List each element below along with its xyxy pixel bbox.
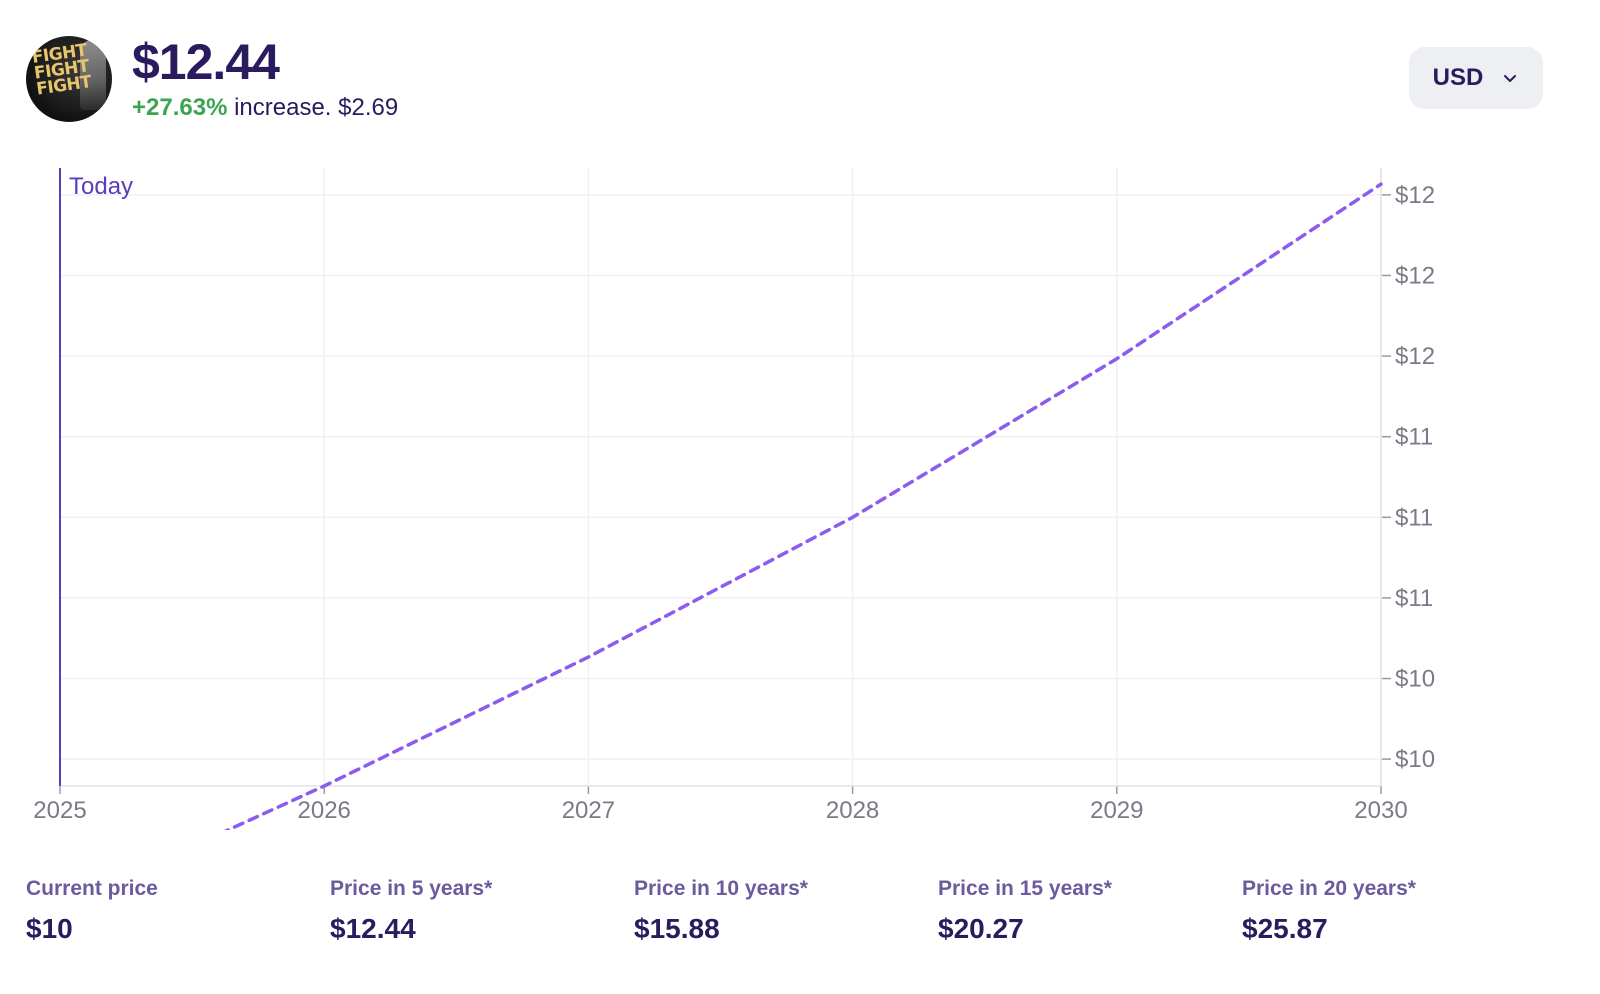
- stat-price-5-years: Price in 5 years* $12.44: [330, 876, 634, 946]
- stat-label: Price in 20 years*: [1242, 877, 1416, 900]
- stat-price-15-years: Price in 15 years* $20.27: [938, 876, 1242, 946]
- price-change: +27.63% increase. $2.69: [132, 94, 398, 122]
- price-header: FIGHT FIGHT FIGHT $12.44 +27.63% increase.…: [26, 36, 398, 122]
- today-label: Today: [69, 173, 133, 200]
- price-block: $12.44 +27.63% increase. $2.69: [132, 36, 398, 122]
- stat-label: Price in 10 years*: [634, 877, 808, 900]
- price-prediction-line: [223, 182, 1383, 830]
- price-change-percent: +27.63%: [132, 94, 228, 121]
- currency-label: USD: [1432, 64, 1484, 91]
- y-tick-label: $11: [1395, 504, 1433, 531]
- x-tick-label: 2027: [562, 797, 615, 824]
- currency-select[interactable]: USD: [1409, 47, 1543, 109]
- chevron-down-icon: [1504, 75, 1517, 82]
- current-price: $12.44: [132, 34, 280, 90]
- x-tick-label: 2029: [1090, 797, 1143, 824]
- x-tick-label: 2025: [33, 797, 86, 824]
- x-tick-label: 2026: [298, 797, 351, 824]
- stat-label: Current price: [26, 877, 158, 900]
- y-tick-label: $12: [1395, 262, 1435, 289]
- avatar-logo-text: FIGHT FIGHT FIGHT: [30, 40, 93, 100]
- stat-label: Price in 15 years*: [938, 877, 1112, 900]
- x-tick-label: 2030: [1354, 797, 1407, 824]
- y-tick-label: $10: [1395, 666, 1435, 693]
- avatar-figure: [80, 40, 106, 110]
- stat-value: $25.87: [1242, 913, 1328, 944]
- stat-label: Price in 5 years*: [330, 877, 493, 900]
- price-prediction-chart: $12 $12 $12 $11 $11 $11 $10 $10 2025 2026 2027 2028…: [0, 150, 1600, 830]
- stat-value: $10: [26, 913, 73, 944]
- y-tick-label: $11: [1395, 424, 1433, 451]
- stat-value: $20.27: [938, 913, 1024, 944]
- y-tick-label: $10: [1395, 746, 1435, 773]
- stat-price-10-years: Price in 10 years* $15.88: [634, 876, 938, 946]
- y-tick-label: $12: [1395, 343, 1435, 370]
- y-tick-label: $11: [1395, 585, 1433, 612]
- chart-svg: $12 $12 $12 $11 $11 $11 $10 $10 2025 2026 2027 2028…: [33, 168, 1435, 830]
- stat-value: $12.44: [330, 913, 416, 944]
- stat-price-20-years: Price in 20 years* $25.87: [1242, 876, 1546, 946]
- stat-value: $15.88: [634, 913, 720, 944]
- stat-current-price: Current price $10: [26, 876, 330, 946]
- x-tick-label: 2028: [826, 797, 879, 824]
- stats-row: Current price $10 Price in 5 years* $12.…: [26, 876, 1546, 946]
- y-tick-label: $12: [1395, 182, 1435, 209]
- token-avatar: FIGHT FIGHT FIGHT: [26, 36, 112, 122]
- price-change-text: increase. $2.69: [227, 94, 399, 121]
